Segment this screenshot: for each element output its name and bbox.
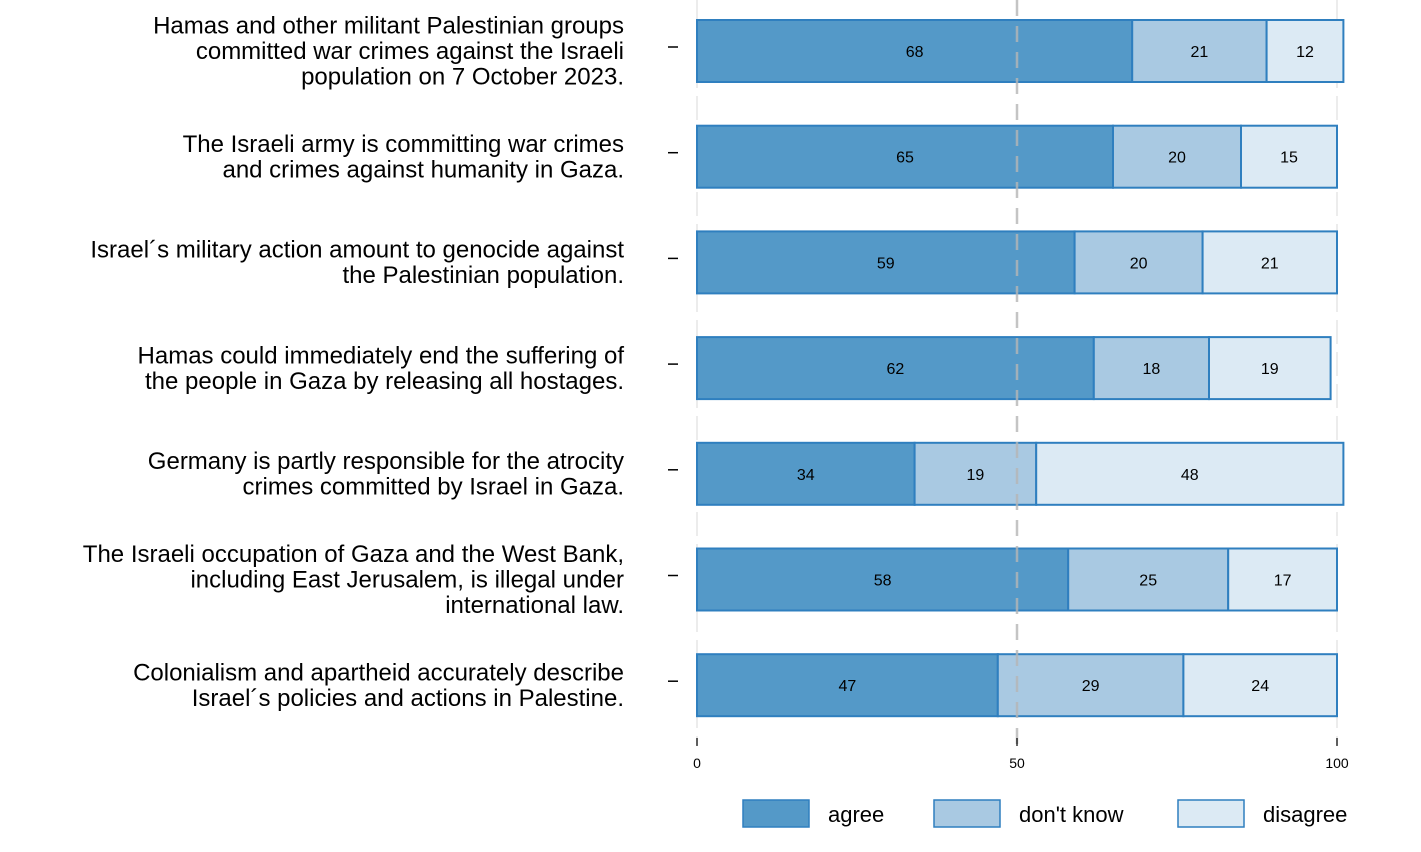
legend-swatch bbox=[742, 799, 810, 828]
category-label-line: the people in Gaza by releasing all host… bbox=[145, 368, 624, 395]
bar-segment-disagree-1 bbox=[1240, 124, 1338, 189]
category-label-line: The Israeli occupation of Gaza and the W… bbox=[83, 541, 624, 568]
category-label-6: Colonialism and apartheid accurately des… bbox=[133, 659, 624, 712]
x-tick-label-0: 0 bbox=[693, 755, 701, 771]
value-label-2-2: 21 bbox=[1261, 255, 1279, 272]
bar-segment-agree-2 bbox=[696, 230, 1076, 295]
category-label-line: The Israeli army is committing war crime… bbox=[183, 131, 624, 158]
bar-segment-disagree-5 bbox=[1227, 547, 1338, 612]
bar-segment-agree-1 bbox=[696, 124, 1114, 189]
bar-segment-disagree-3 bbox=[1208, 336, 1332, 401]
value-label-2-0: 59 bbox=[877, 255, 895, 272]
value-label-5-1: 25 bbox=[1139, 573, 1157, 590]
value-label-5-2: 17 bbox=[1274, 573, 1292, 590]
category-label-line: including East Jerusalem, is illegal und… bbox=[190, 567, 624, 594]
category-label-line: crimes committed by Israel in Gaza. bbox=[243, 474, 624, 501]
category-label-line: the Palestinian population. bbox=[342, 262, 624, 289]
legend-swatch bbox=[933, 799, 1001, 828]
bar-segment-disagree-4 bbox=[1035, 441, 1345, 506]
value-label-4-1: 19 bbox=[967, 467, 985, 484]
bars-layer: 68 21 12 65 20 15 59 20 21 62 18 19 34 19 48 58 25 17 47 29… bbox=[696, 19, 1345, 718]
category-label-line: Colonialism and apartheid accurately des… bbox=[133, 659, 624, 686]
value-label-6-1: 29 bbox=[1082, 678, 1100, 695]
bar-segment-disagree-6 bbox=[1182, 653, 1339, 718]
bar-segment-don-t-know-5 bbox=[1067, 547, 1230, 612]
legend-item-don-t-know: don't know bbox=[933, 799, 1124, 828]
category-label-5: The Israeli occupation of Gaza and the W… bbox=[83, 541, 624, 619]
bar-row-2: 59 20 21 bbox=[696, 230, 1338, 295]
value-label-3-0: 62 bbox=[887, 361, 905, 378]
bar-row-6: 47 29 24 bbox=[696, 653, 1339, 718]
value-label-4-0: 34 bbox=[797, 467, 815, 484]
value-label-1-1: 20 bbox=[1168, 150, 1186, 167]
value-label-5-0: 58 bbox=[874, 573, 892, 590]
category-label-line: Hamas could immediately end the sufferin… bbox=[138, 342, 625, 369]
value-label-3-2: 19 bbox=[1261, 361, 1279, 378]
bar-segment-agree-5 bbox=[696, 547, 1070, 612]
bar-segment-agree-6 bbox=[696, 653, 999, 718]
value-label-3-1: 18 bbox=[1143, 361, 1161, 378]
value-label-6-0: 47 bbox=[839, 678, 857, 695]
category-label-2: Israel´s military action amount to genoc… bbox=[90, 237, 624, 290]
category-labels: Hamas and other militant Palestinian gro… bbox=[83, 13, 678, 712]
category-label-0: Hamas and other militant Palestinian gro… bbox=[153, 13, 624, 91]
value-label-0-1: 21 bbox=[1191, 44, 1209, 61]
value-label-0-0: 68 bbox=[906, 44, 924, 61]
x-tick-label-2: 100 bbox=[1325, 755, 1349, 771]
legend-label: disagree bbox=[1263, 802, 1347, 827]
legend-label: agree bbox=[828, 802, 884, 827]
value-label-2-1: 20 bbox=[1130, 255, 1148, 272]
bar-segment-don-t-know-0 bbox=[1131, 19, 1268, 83]
category-label-line: Israel´s military action amount to genoc… bbox=[90, 237, 624, 264]
legend-item-disagree: disagree bbox=[1177, 799, 1347, 828]
category-label-line: and crimes against humanity in Gaza. bbox=[222, 156, 624, 183]
category-label-3: Hamas could immediately end the sufferin… bbox=[138, 342, 625, 395]
bar-segment-agree-0 bbox=[696, 19, 1134, 83]
bar-row-3: 62 18 19 bbox=[696, 336, 1332, 401]
x-axis: 0 50 100 bbox=[693, 738, 1349, 771]
value-label-0-2: 12 bbox=[1296, 44, 1314, 61]
legend-item-agree: agree bbox=[742, 799, 884, 828]
value-label-4-2: 48 bbox=[1181, 467, 1199, 484]
legend-label: don't know bbox=[1019, 802, 1124, 827]
bar-row-1: 65 20 15 bbox=[696, 124, 1338, 189]
bar-segment-disagree-0 bbox=[1265, 19, 1345, 83]
category-label-4: Germany is partly responsible for the at… bbox=[148, 448, 624, 501]
category-label-line: Germany is partly responsible for the at… bbox=[148, 448, 624, 475]
bar-segment-disagree-2 bbox=[1201, 230, 1338, 295]
bar-segment-agree-3 bbox=[696, 336, 1095, 401]
category-label-line: Hamas and other militant Palestinian gro… bbox=[153, 13, 624, 40]
legend: agree don't know disagree bbox=[742, 799, 1347, 828]
bar-segment-don-t-know-1 bbox=[1112, 124, 1242, 189]
bar-row-0: 68 21 12 bbox=[696, 19, 1345, 83]
value-label-1-0: 65 bbox=[896, 150, 914, 167]
category-label-line: committed war crimes against the Israeli bbox=[196, 38, 624, 65]
category-label-line: Israel´s policies and actions in Palesti… bbox=[192, 685, 624, 712]
category-label-line: international law. bbox=[445, 592, 624, 619]
legend-swatch bbox=[1177, 799, 1245, 828]
category-label-1: The Israeli army is committing war crime… bbox=[183, 131, 624, 184]
bar-segment-don-t-know-2 bbox=[1073, 230, 1204, 295]
category-label-line: population on 7 October 2023. bbox=[301, 64, 624, 91]
value-label-1-2: 15 bbox=[1280, 150, 1298, 167]
bar-row-5: 58 25 17 bbox=[696, 547, 1338, 612]
bar-segment-don-t-know-6 bbox=[996, 653, 1185, 718]
bar-row-4: 34 19 48 bbox=[696, 441, 1345, 506]
bar-segment-agree-4 bbox=[696, 441, 916, 506]
value-label-6-2: 24 bbox=[1251, 678, 1269, 695]
x-tick-label-1: 50 bbox=[1009, 755, 1025, 771]
